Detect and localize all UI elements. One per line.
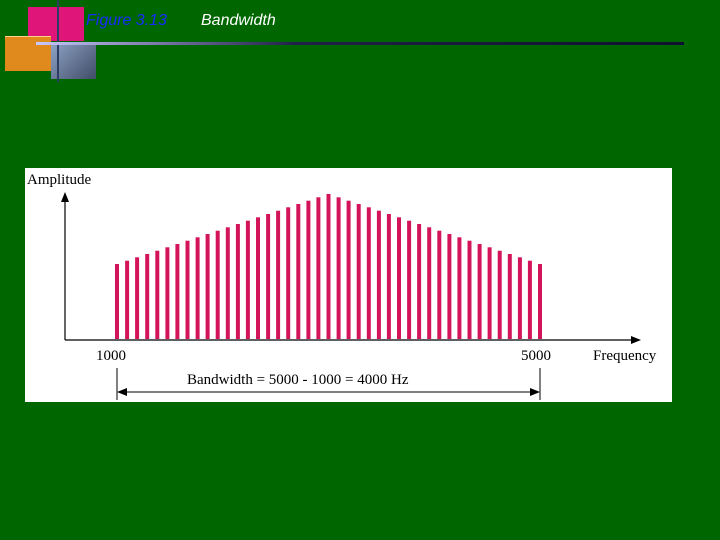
spectrum-bar (225, 227, 230, 339)
spectrum-bar (286, 207, 291, 339)
spectrum-bar (527, 260, 532, 339)
spectrum-bar (326, 194, 331, 339)
logo-pink-square (28, 7, 84, 41)
bandwidth-diagram: Amplitude Frequency 1000 5000 Bandwidth … (25, 168, 672, 402)
low-frequency-label: 1000 (96, 348, 126, 364)
spectrum-bar (497, 250, 502, 339)
spectrum-bar (215, 230, 220, 339)
spectrum-bar (437, 230, 442, 339)
spectrum-bar (276, 210, 281, 339)
high-frequency-label: 5000 (521, 348, 551, 364)
slide-title: Bandwidth (201, 12, 276, 29)
spectrum-bar (245, 220, 250, 339)
x-axis-arrow (631, 336, 641, 344)
x-axis-label: Frequency (593, 348, 657, 364)
spectrum-bar (386, 214, 391, 339)
y-axis-label: Amplitude (27, 172, 92, 188)
spectrum-bar (366, 207, 371, 339)
spectrum-bar (407, 220, 412, 339)
spectrum-bar (417, 224, 422, 339)
slide-logo (0, 0, 100, 82)
spectrum-bar (145, 254, 150, 339)
bandwidth-left-arrow (117, 388, 127, 396)
spectrum-bar (427, 227, 432, 339)
y-axis-arrow (61, 192, 69, 202)
spectrum-bar (316, 197, 321, 339)
spectrum-bar (235, 224, 240, 339)
spectrum-bar (447, 234, 452, 339)
spectrum-bar (175, 244, 180, 339)
spectrum-bar (457, 237, 462, 339)
spectrum-bar (346, 200, 351, 339)
header-rule (36, 42, 684, 45)
bandwidth-diagram-svg: Amplitude Frequency 1000 5000 Bandwidth … (27, 172, 657, 400)
spectrum-bar (155, 250, 160, 339)
bandwidth-right-arrow (530, 388, 540, 396)
spectrum-bar (376, 210, 381, 339)
spectrum-bar (125, 260, 130, 339)
figure-number: Figure 3.13 (86, 12, 167, 29)
logo-orange-square (5, 36, 51, 71)
spectrum-bar (487, 247, 492, 339)
spectrum-bar (477, 244, 482, 339)
spectrum-bar (266, 214, 271, 339)
bandwidth-label-bg (180, 370, 470, 388)
spectrum-bar (165, 247, 170, 339)
spectrum-bar (467, 240, 472, 339)
spectrum-bar (306, 200, 311, 339)
spectrum-bar (356, 204, 361, 339)
spectrum-bar (205, 234, 210, 339)
spectrum-bars (115, 194, 542, 339)
spectrum-bar (397, 217, 401, 339)
spectrum-bar (296, 204, 301, 339)
logo-vertical-line (57, 0, 59, 82)
spectrum-bar (517, 257, 522, 339)
spectrum-bar (336, 197, 341, 339)
bandwidth-label: Bandwidth = 5000 - 1000 = 4000 Hz (187, 372, 409, 388)
spectrum-bar (256, 217, 260, 339)
spectrum-bar (507, 254, 512, 339)
spectrum-bar (538, 264, 542, 339)
spectrum-bar (135, 257, 140, 339)
spectrum-bar (185, 240, 190, 339)
spectrum-bar (115, 264, 119, 339)
spectrum-bar (195, 237, 200, 339)
